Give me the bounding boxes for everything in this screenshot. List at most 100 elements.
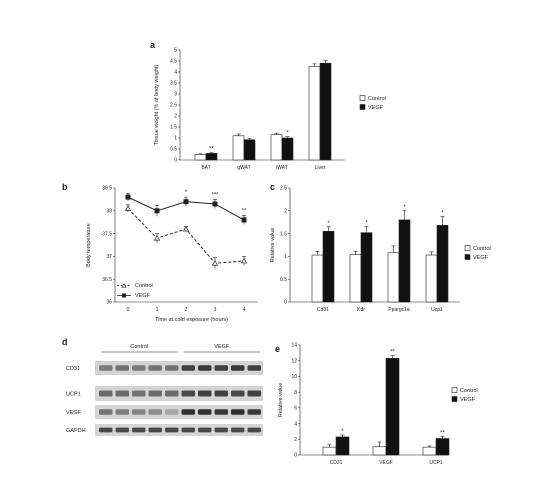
bar-a-vegf-0 (205, 153, 218, 161)
blot-band (99, 365, 113, 371)
x-tick-label: 3 (214, 307, 217, 313)
blot-band (165, 365, 179, 371)
legend-marker (122, 293, 126, 298)
blot-group-label: Control (130, 344, 148, 350)
y-tick-label: 36.5 (102, 277, 112, 283)
x-tick-label: CD31 (330, 460, 343, 466)
y-tick-label: 14 (291, 343, 297, 349)
blot-row-label: UCP1 (66, 392, 81, 398)
x-tick-label: 2 (185, 307, 188, 313)
y-tick-label: 3.5 (170, 81, 177, 87)
blot-band (181, 409, 195, 415)
bar-a-control-2 (270, 134, 283, 161)
y-tick-label: 2 (174, 114, 177, 120)
blot-band (231, 390, 245, 397)
point-vegf (183, 199, 189, 205)
panel-b: b 36 36.5 37 37.5 38 38.5 Body temperature 0 1 2 3 4… (62, 182, 258, 323)
point-control (124, 205, 132, 211)
x-tick-label: Liver (315, 165, 326, 171)
blot-band (148, 365, 162, 371)
bar-c-control-3 (425, 254, 438, 303)
significance-mark: * (341, 429, 344, 435)
y-axis-title: Relative value (270, 228, 276, 263)
y-tick-label: 1 (284, 254, 287, 260)
blot-band (132, 390, 146, 397)
bar-c-control-0 (311, 254, 324, 303)
blot-band (214, 409, 228, 415)
significance-mark: *** (211, 192, 219, 198)
y-tick-label: 0 (174, 158, 177, 164)
y-tick-label: 3 (174, 92, 177, 98)
x-axis-title: Time at cold exposure (hours) (155, 317, 228, 323)
blot-band (247, 390, 261, 397)
blot-band (214, 390, 228, 397)
bar-a-vegf-1 (243, 139, 256, 161)
series-line-control (127, 208, 245, 264)
x-tick-label: 0 (127, 307, 130, 313)
blot-membrane (95, 386, 263, 401)
blot-band (165, 409, 179, 415)
legend-swatch (359, 104, 366, 110)
blot-band (181, 365, 195, 371)
point-vegf (241, 217, 247, 223)
y-tick-label: 4 (174, 70, 177, 76)
point-control (182, 225, 190, 232)
blot-band (132, 427, 146, 433)
panel-e: e 0 2 4 6 8 10 12 14 Relative value * CD31 ** VEGF ** U… (275, 343, 478, 466)
bar-c-control-2 (387, 252, 400, 303)
y-tick-label: 10 (291, 374, 297, 380)
blot-band (99, 427, 113, 433)
bar-c-vegf-2 (398, 219, 411, 303)
bar-a-control-0 (194, 154, 207, 161)
point-control (211, 260, 219, 266)
y-axis-title: Relative value (278, 383, 284, 418)
x-tick-label: VEGF (379, 460, 393, 466)
legend-label: VEGF (135, 293, 151, 299)
bar-e-vegf-2 (435, 438, 450, 456)
x-tick-label: gWAT (237, 165, 250, 171)
y-tick-label: 0 (294, 453, 297, 459)
significance-mark: ** (440, 431, 445, 437)
blot-band (231, 409, 245, 415)
blot-band (198, 427, 212, 433)
x-tick-label: Ppargc1a (388, 307, 410, 313)
blot-band (247, 365, 261, 371)
blot-band (231, 365, 245, 371)
blot-band (99, 390, 113, 397)
blot-band (115, 409, 129, 415)
legend-label: VEGF (473, 255, 489, 261)
x-tick-label: Ucp1 (431, 307, 443, 313)
point-vegf (125, 194, 131, 200)
y-tick-label: 36 (106, 300, 112, 306)
blot-band (214, 365, 228, 371)
significance-mark: * (403, 205, 406, 211)
bar-e-control-2 (422, 446, 437, 456)
bar-a-control-3 (308, 66, 321, 161)
legend-swatch (451, 387, 458, 393)
bar-c-control-1 (349, 254, 362, 303)
y-axis-title: Body temperature (86, 223, 92, 267)
legend-swatch (464, 245, 471, 251)
significance-mark: ** (242, 208, 247, 214)
significance-mark: * (365, 220, 368, 226)
blot-band (247, 409, 261, 415)
y-tick-label: 6 (294, 406, 297, 412)
y-tick-label: 0 (284, 300, 287, 306)
legend-label: Control (368, 96, 386, 102)
significance-mark: * (185, 190, 188, 196)
significance-mark: ** (390, 350, 395, 356)
y-tick-label: 8 (294, 390, 297, 396)
y-tick-label: 5 (174, 48, 177, 54)
blot-band (198, 365, 212, 371)
blot-band (214, 427, 228, 433)
y-tick-label: 1 (174, 136, 177, 142)
blot-band (132, 365, 146, 371)
panel-a: a 0 0.5 1 1.5 2 2.5 3 3.5 4 4.5 5 Tissue weight (% o… (150, 40, 386, 171)
significance-mark: ** (209, 147, 214, 153)
significance-mark: * (441, 210, 444, 216)
y-tick-label: 12 (291, 358, 297, 364)
y-tick-label: 1.5 (170, 125, 177, 131)
blot-band (115, 390, 129, 397)
